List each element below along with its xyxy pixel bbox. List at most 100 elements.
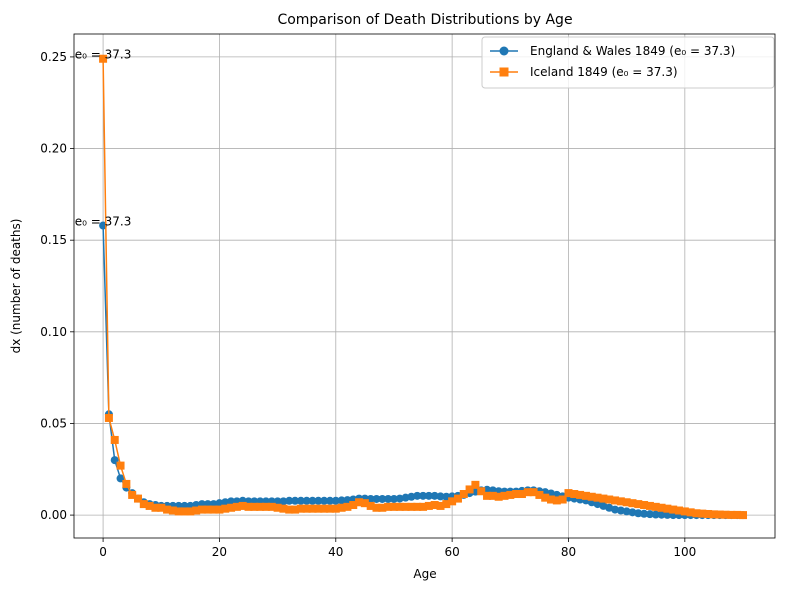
annotation-label: e₀ = 37.3	[75, 215, 132, 229]
data-point-iceland	[244, 502, 253, 511]
x-tick-label: 0	[99, 545, 107, 559]
data-point-iceland	[197, 505, 206, 514]
data-point-iceland	[285, 505, 294, 514]
data-point-iceland	[506, 490, 515, 499]
data-point-iceland	[378, 503, 387, 512]
data-point-iceland	[739, 511, 748, 520]
data-point-iceland	[209, 505, 218, 514]
data-point-england-wales	[308, 496, 317, 505]
data-point-iceland	[605, 495, 614, 504]
data-point-iceland	[110, 435, 119, 444]
data-point-iceland	[151, 503, 160, 512]
plot-frame	[73, 33, 776, 539]
data-point-iceland	[558, 495, 567, 504]
data-point-iceland	[535, 490, 544, 499]
legend-marker-iceland	[499, 67, 509, 77]
data-point-england-wales	[302, 496, 311, 505]
data-point-iceland	[459, 490, 468, 499]
data-point-iceland	[657, 503, 666, 512]
legend-entry-england-wales: England & Wales 1849 (e₀ = 37.3)	[490, 44, 735, 58]
data-point-iceland	[256, 502, 265, 511]
data-point-iceland	[709, 510, 718, 519]
data-point-iceland	[675, 506, 684, 515]
data-point-iceland	[576, 490, 585, 499]
data-point-iceland	[587, 492, 596, 501]
data-point-iceland	[192, 506, 201, 515]
data-point-iceland	[320, 504, 329, 513]
data-point-iceland	[611, 496, 620, 505]
data-point-iceland	[360, 499, 369, 508]
data-point-iceland	[488, 491, 497, 500]
data-point-iceland	[145, 501, 154, 510]
data-point-england-wales	[279, 497, 288, 506]
data-point-iceland	[599, 494, 608, 503]
data-point-iceland	[157, 503, 166, 512]
y-tick-label: 0.10	[40, 325, 67, 339]
y-tick-label: 0.00	[40, 508, 67, 522]
data-point-iceland	[640, 501, 649, 510]
data-point-iceland	[483, 491, 492, 500]
data-point-iceland	[407, 502, 416, 511]
data-point-iceland	[314, 504, 323, 513]
legend-marker-england-wales	[499, 46, 509, 56]
data-point-england-wales	[325, 496, 334, 505]
data-point-england-wales	[337, 496, 346, 505]
data-point-iceland	[704, 509, 713, 518]
data-point-england-wales	[436, 492, 445, 501]
data-point-iceland	[442, 500, 451, 509]
data-point-iceland	[547, 495, 556, 504]
data-point-iceland	[349, 501, 358, 510]
data-point-england-wales	[634, 509, 643, 518]
y-tick-label: 0.25	[40, 50, 67, 64]
data-point-england-wales	[430, 491, 439, 500]
series-iceland	[99, 54, 748, 520]
data-point-iceland	[331, 504, 340, 513]
data-point-iceland	[645, 501, 654, 510]
data-point-iceland	[401, 502, 410, 511]
data-point-iceland	[296, 504, 305, 513]
axis-ticks: 0 20 40 60 80 100 0.00 0.05 0.10 0.15 0.20 0.25	[40, 50, 696, 559]
data-point-iceland	[721, 510, 730, 519]
data-point-iceland	[291, 505, 300, 514]
data-point-iceland	[494, 492, 503, 501]
data-point-england-wales	[419, 491, 428, 500]
data-point-iceland	[168, 506, 177, 515]
data-point-iceland	[104, 413, 113, 422]
data-point-iceland	[139, 500, 148, 509]
data-point-iceland	[122, 479, 131, 488]
data-point-iceland	[523, 488, 532, 497]
data-point-iceland	[128, 490, 137, 499]
data-point-iceland	[232, 502, 241, 511]
data-point-iceland	[337, 503, 346, 512]
x-axis-title: Age	[413, 567, 436, 581]
data-point-iceland	[593, 493, 602, 502]
data-point-iceland	[634, 500, 643, 509]
data-point-iceland	[384, 502, 393, 511]
data-point-iceland	[180, 507, 189, 516]
data-point-iceland	[302, 504, 311, 513]
data-point-england-wales	[640, 509, 649, 518]
data-point-england-wales	[413, 491, 422, 500]
data-point-iceland	[419, 502, 428, 511]
data-point-iceland	[512, 490, 521, 499]
data-point-iceland	[448, 497, 457, 506]
y-tick-label: 0.20	[40, 142, 67, 156]
data-point-iceland	[733, 510, 742, 519]
y-axis-title: dx (number of deaths)	[9, 219, 23, 354]
data-point-iceland	[227, 503, 236, 512]
data-point-iceland	[250, 502, 259, 511]
y-tick-label: 0.05	[40, 416, 67, 430]
data-point-iceland	[564, 489, 573, 498]
data-point-iceland	[366, 501, 375, 510]
data-point-england-wales	[645, 510, 654, 519]
data-point-iceland	[622, 498, 631, 507]
data-point-england-wales	[389, 494, 398, 503]
data-point-iceland	[616, 497, 625, 506]
data-point-iceland	[273, 503, 282, 512]
data-point-iceland	[517, 490, 526, 499]
data-point-england-wales	[651, 510, 660, 519]
legend: England & Wales 1849 (e₀ = 37.3) Iceland…	[481, 36, 775, 89]
data-point-iceland	[267, 502, 276, 511]
annotation-label: e₀ = 37.3	[75, 48, 132, 62]
